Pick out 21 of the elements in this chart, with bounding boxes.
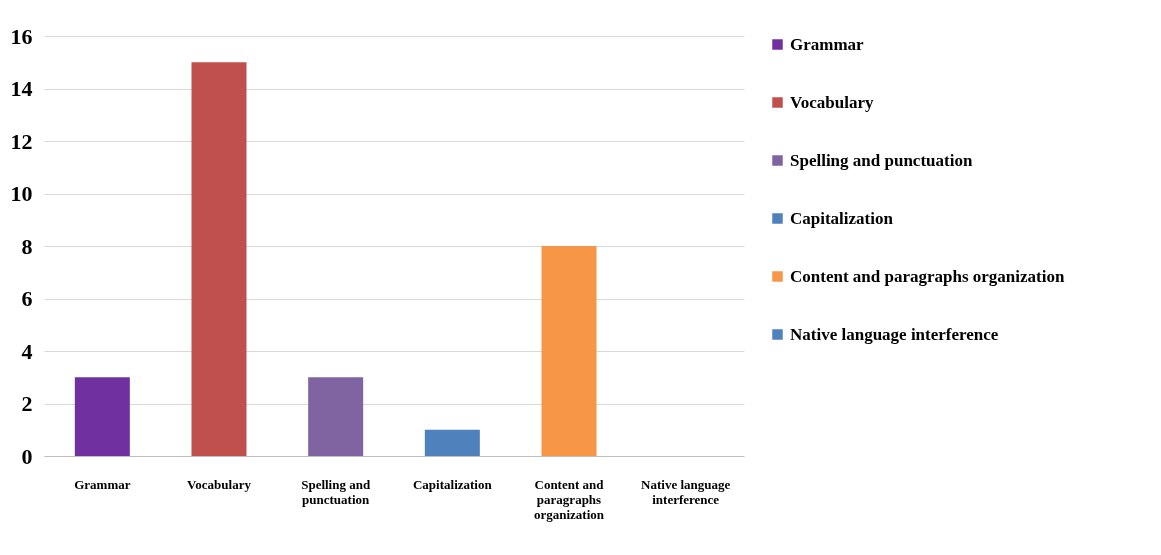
x-tick-label: Native language interference <box>641 476 731 507</box>
y-tick-label: 4 <box>21 338 33 364</box>
legend-label: Vocabulary <box>790 92 874 112</box>
x-tick-label: Capitalization <box>412 476 493 492</box>
y-tick-label: 10 <box>10 181 33 206</box>
legend-label: Native language interference <box>790 324 999 344</box>
y-tick-label: 12 <box>10 128 33 154</box>
legend-label: Spelling and punctuation <box>790 150 973 170</box>
y-tick-label: 2 <box>21 391 33 416</box>
x-tick-label: Content and paragraphs organization <box>533 476 605 522</box>
legend-label: Grammar <box>790 34 865 54</box>
y-tick-label: 14 <box>10 76 33 101</box>
y-tick-label: 6 <box>21 286 33 311</box>
legend-label: Capitalization <box>790 208 894 228</box>
y-tick-label: 8 <box>21 233 33 259</box>
x-tick-label: Spelling and punctuation <box>301 476 371 507</box>
x-tick-label: Grammar <box>74 476 131 492</box>
x-tick-label: Vocabulary <box>187 476 252 492</box>
y-tick-label: 0 <box>21 443 33 469</box>
y-tick-label: 16 <box>10 23 33 49</box>
legend-label: Content and paragraphs organization <box>790 266 1065 286</box>
